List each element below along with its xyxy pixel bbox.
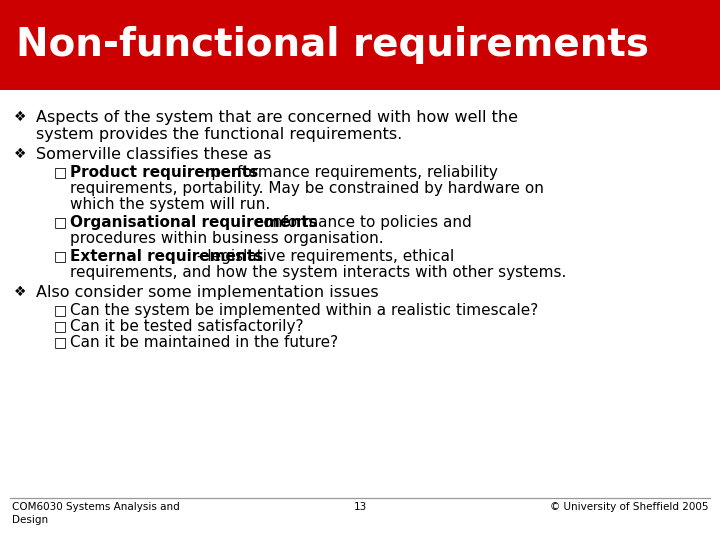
Text: Somerville classifies these as: Somerville classifies these as xyxy=(36,147,271,162)
Text: © University of Sheffield 2005: © University of Sheffield 2005 xyxy=(549,502,708,512)
Text: □: □ xyxy=(54,335,67,349)
Text: Aspects of the system that are concerned with how well the: Aspects of the system that are concerned… xyxy=(36,110,518,125)
Text: 13: 13 xyxy=(354,502,366,512)
Text: conformance to policies and: conformance to policies and xyxy=(250,215,472,230)
Text: □: □ xyxy=(54,165,67,179)
Text: system provides the functional requirements.: system provides the functional requireme… xyxy=(36,127,402,142)
Text: Can it be maintained in the future?: Can it be maintained in the future? xyxy=(70,335,338,350)
Text: requirements, portability. May be constrained by hardware on: requirements, portability. May be constr… xyxy=(70,181,544,196)
Text: requirements, and how the system interacts with other systems.: requirements, and how the system interac… xyxy=(70,265,567,280)
Text: ❖: ❖ xyxy=(14,285,27,299)
Text: □: □ xyxy=(54,249,67,263)
Text: ❖: ❖ xyxy=(14,147,27,161)
Text: □: □ xyxy=(54,303,67,317)
Text: Product requirements: Product requirements xyxy=(70,165,258,180)
Text: - legislative requirements, ethical: - legislative requirements, ethical xyxy=(197,249,454,264)
Text: - performance requirements, reliability: - performance requirements, reliability xyxy=(201,165,498,180)
Text: Also consider some implementation issues: Also consider some implementation issues xyxy=(36,285,379,300)
Text: which the system will run.: which the system will run. xyxy=(70,197,270,212)
Text: Organisational requirements: Organisational requirements xyxy=(70,215,318,230)
Text: COM6030 Systems Analysis and
Design: COM6030 Systems Analysis and Design xyxy=(12,502,180,525)
Text: procedures within business organisation.: procedures within business organisation. xyxy=(70,231,384,246)
Text: □: □ xyxy=(54,319,67,333)
Text: External requirements: External requirements xyxy=(70,249,263,264)
Text: Can the system be implemented within a realistic timescale?: Can the system be implemented within a r… xyxy=(70,303,539,318)
Text: Can it be tested satisfactorily?: Can it be tested satisfactorily? xyxy=(70,319,304,334)
Bar xyxy=(0,0,720,90)
Text: ❖: ❖ xyxy=(14,110,27,124)
Text: □: □ xyxy=(54,215,67,229)
Text: Non-functional requirements: Non-functional requirements xyxy=(16,26,649,64)
